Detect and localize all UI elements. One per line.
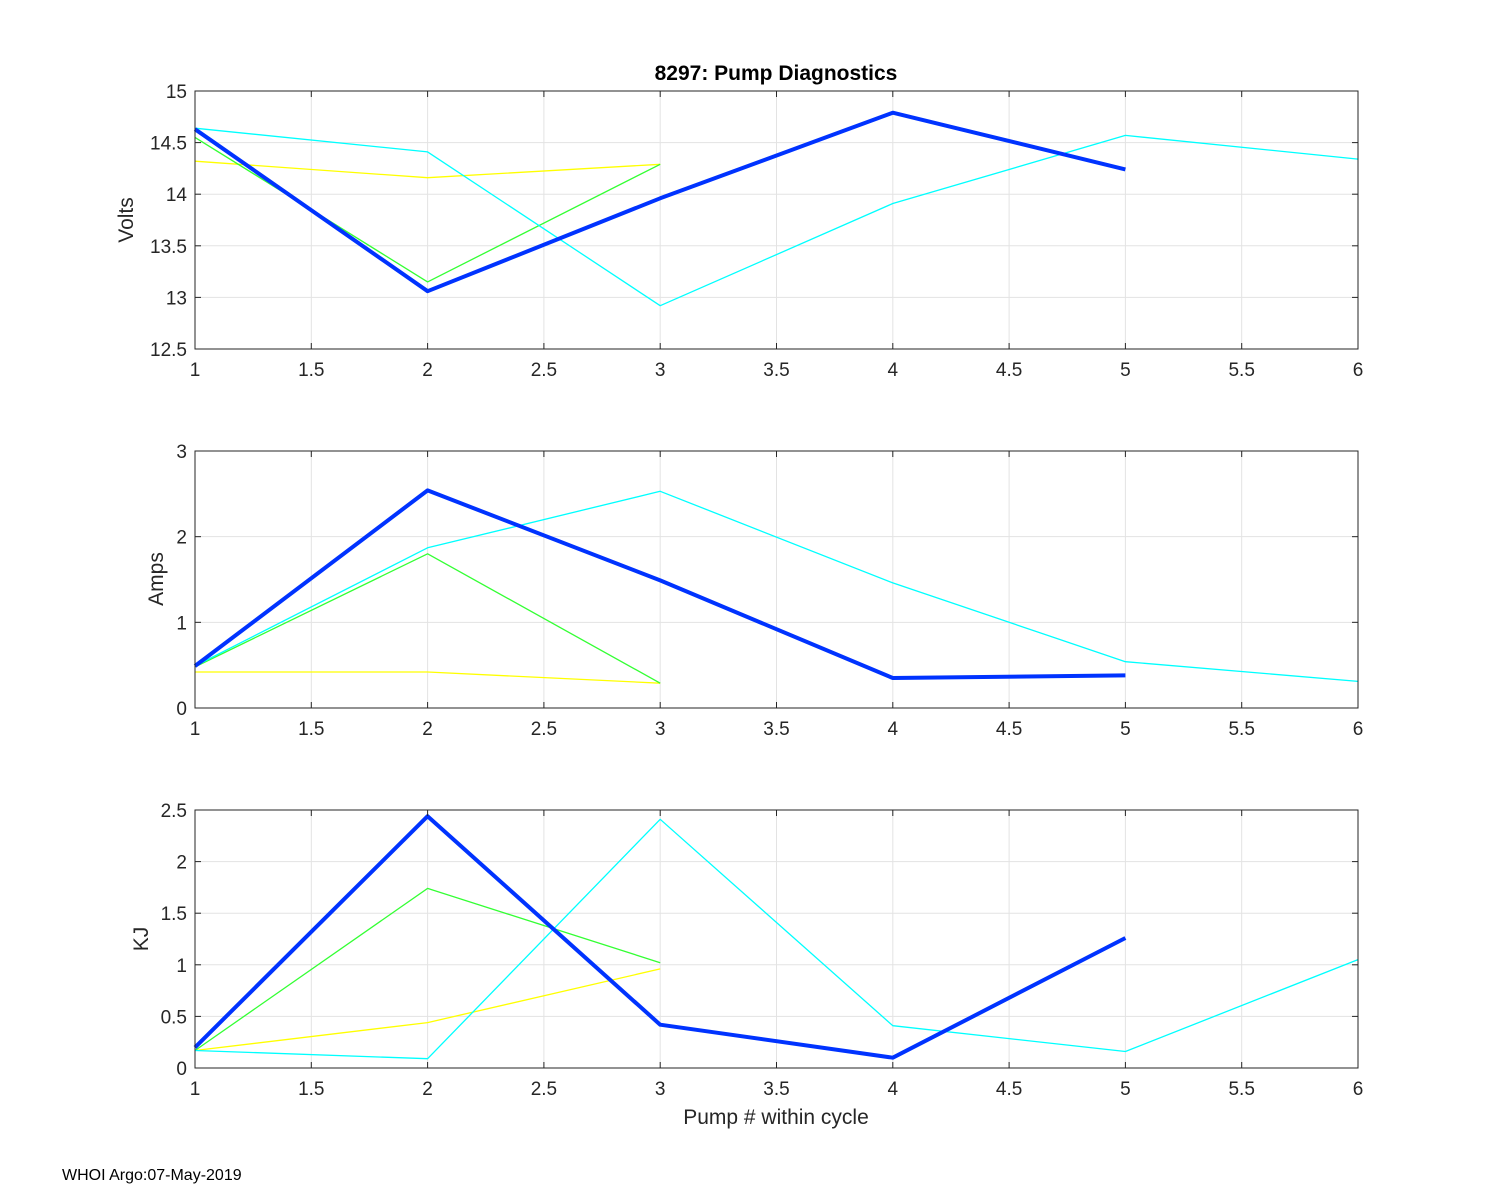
- volts-series-current-cycle: [193, 110, 1126, 294]
- x-axis-label: Pump # within cycle: [683, 1106, 869, 1129]
- kj-y-tick-label: 0: [176, 1059, 187, 1080]
- amps-y-axis-label: Amps: [145, 552, 168, 606]
- kj-series-cycle-cyan: [194, 818, 1359, 1060]
- kj-y-axis-label: KJ: [130, 927, 153, 952]
- amps-x-tick-label: 3.5: [763, 719, 789, 740]
- volts-x-tick-label: 1.5: [298, 360, 324, 381]
- kj-series: [193, 814, 1359, 1060]
- volts-ticks: 1 1.5 2 2.5 3 3.5 4 4.5 5 5.5 6 12.5 13 13.5 14 14.5 15: [150, 82, 1363, 381]
- volts-x-tick-label: 5: [1120, 360, 1131, 381]
- kj-y-tick-label: 1: [176, 956, 187, 977]
- volts-y-tick-label: 13.5: [150, 237, 187, 258]
- kj-x-tick-label: 6: [1353, 1079, 1364, 1100]
- amps-x-tick-label: 3: [655, 719, 666, 740]
- kj-x-tick-label: 1.5: [298, 1079, 324, 1100]
- kj-ticks: 1 1.5 2 2.5 3 3.5 4 4.5 5 5.5 6 0 0.5 1 1.5 2 2.5: [161, 801, 1364, 1100]
- kj-series-cycle-yellow: [194, 968, 661, 1052]
- volts-x-tick-label: 4: [888, 360, 899, 381]
- kj-series-cycle-green: [194, 887, 661, 1052]
- footer-credit: WHOI Argo:07-May-2019: [62, 1167, 242, 1184]
- amps-x-tick-label: 2.5: [531, 719, 557, 740]
- volts-series: [193, 110, 1359, 307]
- kj-series-current-cycle: [193, 814, 1127, 1060]
- volts-y-tick-label: 12.5: [150, 340, 187, 361]
- volts-x-tick-label: 6: [1353, 360, 1364, 381]
- kj-x-tick-label: 3: [655, 1079, 666, 1100]
- amps-series-current-cycle: [193, 488, 1126, 680]
- amps-x-tick-label: 5.5: [1228, 719, 1254, 740]
- amps-x-tick-label: 1: [190, 719, 201, 740]
- kj-y-tick-label: 0.5: [161, 1007, 187, 1028]
- kj-x-tick-label: 5: [1120, 1079, 1131, 1100]
- kj-y-tick-label: 2.5: [161, 801, 187, 822]
- amps-x-tick-label: 1.5: [298, 719, 324, 740]
- volts-x-tick-label: 2: [422, 360, 433, 381]
- amps-x-tick-label: 6: [1353, 719, 1364, 740]
- volts-x-tick-label: 2.5: [531, 360, 557, 381]
- kj-subplot: 1 1.5 2 2.5 3 3.5 4 4.5 5 5.5 6 0 0.5 1 1.5 2 2.5 KJ Pum…: [130, 801, 1363, 1129]
- amps-series-cycle-cyan: [194, 490, 1359, 683]
- amps-series-cycle-yellow: [195, 671, 661, 684]
- kj-x-tick-label: 2: [422, 1079, 433, 1100]
- amps-series: [193, 488, 1359, 684]
- amps-series-cycle-green: [194, 553, 661, 684]
- kj-x-tick-label: 5.5: [1228, 1079, 1254, 1100]
- volts-y-axis-label: Volts: [115, 197, 138, 243]
- kj-x-tick-label: 2.5: [531, 1079, 557, 1100]
- kj-y-tick-label: 1.5: [161, 904, 187, 925]
- amps-y-tick-label: 1: [176, 613, 187, 634]
- volts-x-tick-label: 5.5: [1228, 360, 1254, 381]
- volts-subplot: 8297: Pump Diagnostics 1 1.5 2 2.5 3 3.5 4 4.5 5…: [115, 62, 1363, 381]
- volts-y-tick-label: 13: [166, 288, 187, 309]
- amps-x-tick-label: 4: [888, 719, 899, 740]
- amps-x-tick-label: 4.5: [996, 719, 1022, 740]
- volts-x-tick-label: 3.5: [763, 360, 789, 381]
- amps-y-tick-label: 3: [176, 442, 187, 463]
- volts-y-tick-label: 15: [166, 82, 187, 103]
- volts-y-tick-label: 14.5: [150, 134, 187, 155]
- volts-x-tick-label: 4.5: [996, 360, 1022, 381]
- kj-x-tick-label: 4.5: [996, 1079, 1022, 1100]
- volts-x-tick-label: 1: [190, 360, 201, 381]
- amps-x-tick-label: 5: [1120, 719, 1131, 740]
- amps-x-tick-label: 2: [422, 719, 433, 740]
- kj-x-tick-label: 1: [190, 1079, 201, 1100]
- volts-x-tick-label: 3: [655, 360, 666, 381]
- volts-y-tick-label: 14: [166, 185, 188, 206]
- kj-y-tick-label: 2: [176, 853, 187, 874]
- volts-series-cycle-cyan: [194, 127, 1359, 307]
- amps-y-tick-label: 2: [176, 528, 187, 549]
- chart-title: 8297: Pump Diagnostics: [655, 62, 898, 85]
- amps-y-tick-label: 0: [176, 699, 187, 720]
- volts-series-cycle-yellow: [194, 160, 661, 179]
- kj-x-tick-label: 3.5: [763, 1079, 789, 1100]
- kj-x-tick-label: 4: [888, 1079, 899, 1100]
